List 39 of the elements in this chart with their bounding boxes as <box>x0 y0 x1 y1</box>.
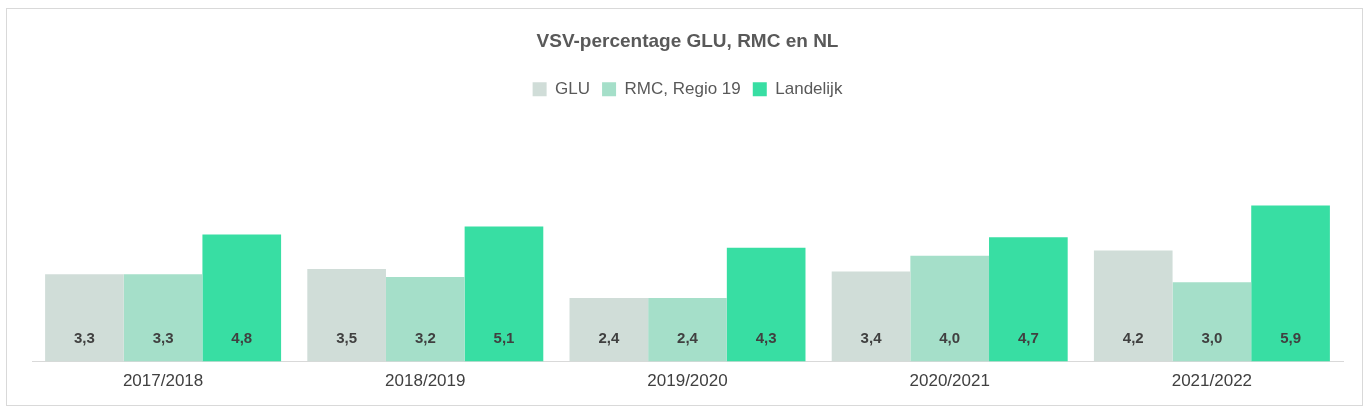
data-label: 2,4 <box>598 328 620 346</box>
bar <box>464 226 544 362</box>
bar <box>1251 205 1330 362</box>
bar <box>910 255 990 362</box>
data-label: 4,8 <box>231 328 253 346</box>
bar <box>385 276 465 362</box>
data-label: 3,4 <box>860 328 883 346</box>
bar <box>989 237 1068 362</box>
bar <box>123 274 203 362</box>
x-tick-label: 2017/2018 <box>122 371 204 391</box>
data-label: 3,0 <box>1201 328 1223 346</box>
bar <box>307 268 386 362</box>
data-label: 4,2 <box>1122 328 1144 346</box>
bar <box>202 234 282 362</box>
data-label: 5,9 <box>1280 328 1301 346</box>
data-label: 3,5 <box>336 328 358 346</box>
legend-label: GLU <box>555 78 591 98</box>
data-label: 3,3 <box>152 328 174 346</box>
bar <box>831 271 911 362</box>
data-label: 3,3 <box>74 328 95 346</box>
data-label: 4,3 <box>755 328 777 346</box>
x-tick-label: 2019/2020 <box>647 371 728 391</box>
legend-label: RMC, Regio 19 <box>624 78 741 98</box>
data-label: 4,0 <box>939 328 961 346</box>
data-label: 4,7 <box>1017 328 1039 346</box>
chart-title: VSV-percentage GLU, RMC en NL <box>536 29 839 51</box>
legend-label: Landelijk <box>775 78 843 98</box>
bar <box>569 298 649 362</box>
x-tick-label: 2021/2022 <box>1171 371 1253 391</box>
bar <box>726 247 806 362</box>
x-tick-label: 2020/2021 <box>909 371 990 391</box>
data-label: 2,4 <box>677 328 699 346</box>
bar <box>648 298 727 362</box>
bar <box>1093 250 1173 362</box>
bar <box>45 274 124 362</box>
data-label: 5,1 <box>493 328 515 346</box>
data-label: 3,2 <box>414 328 436 346</box>
x-tick-label: 2018/2019 <box>385 371 466 391</box>
bar <box>1172 282 1252 362</box>
